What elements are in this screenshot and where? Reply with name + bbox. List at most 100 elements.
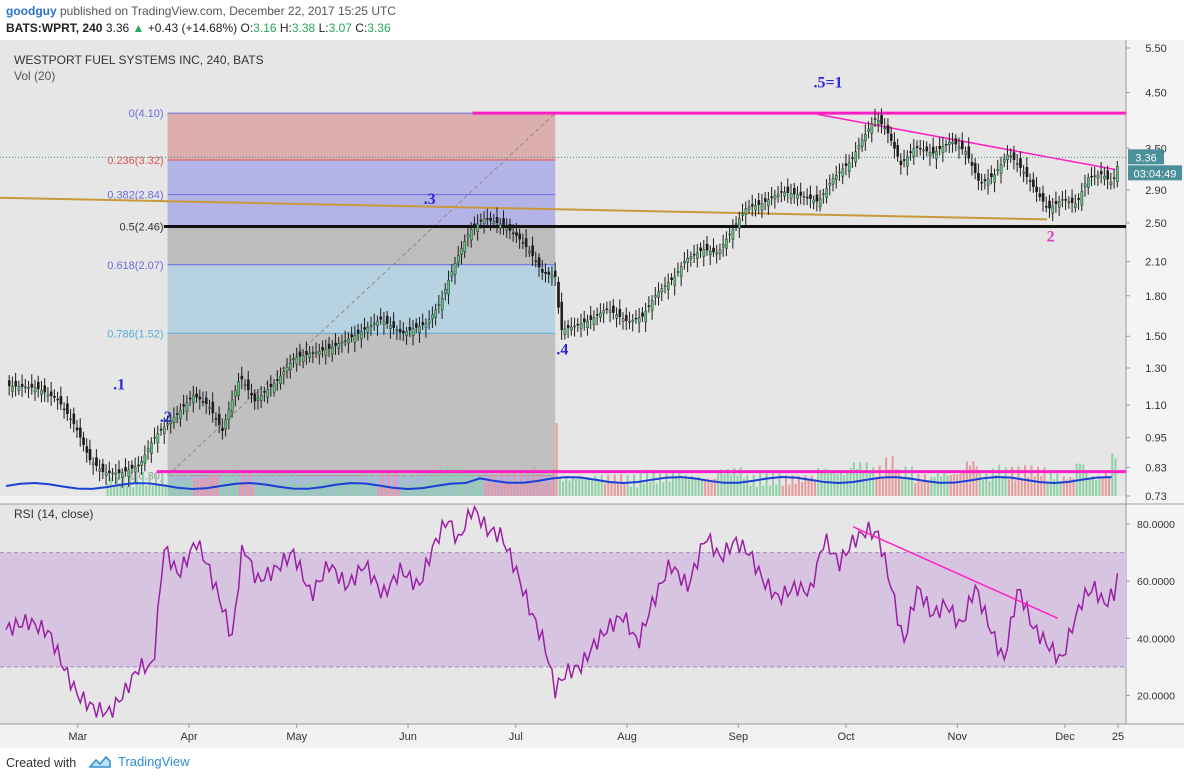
volume-bar (187, 475, 190, 496)
candle-body (537, 257, 541, 268)
fib-label: 0(4.10) (129, 108, 164, 120)
volume-average-line (5, 476, 1112, 490)
volume-bar (332, 478, 335, 496)
candle-body (192, 395, 195, 403)
time-tick-label: Oct (837, 731, 854, 743)
gold-trend-line (0, 196, 1048, 221)
candle-body (505, 227, 509, 231)
candle-body (175, 413, 179, 415)
candle-body (660, 288, 664, 293)
candle-body (931, 146, 935, 154)
candle-body (754, 205, 757, 211)
candle-body (854, 151, 858, 163)
candle-body (395, 329, 399, 332)
candle-body (427, 319, 431, 324)
candle-body (143, 454, 147, 464)
candle-body (108, 470, 111, 474)
candle-body (990, 173, 993, 178)
candle-body (793, 187, 796, 195)
volume-bar (397, 486, 400, 496)
candle-body (195, 393, 198, 398)
candle-body (111, 472, 114, 475)
candle-body (589, 315, 593, 320)
candle-body (683, 260, 686, 264)
volume-bar (788, 484, 791, 496)
volume-bar (571, 477, 574, 496)
volume-bar (390, 487, 393, 496)
volume-bar (587, 477, 590, 496)
volume-bar (1085, 472, 1088, 496)
candle-body (728, 233, 732, 236)
volume-bar (562, 481, 565, 496)
volume-bar (271, 487, 274, 496)
volume-bar (284, 483, 287, 496)
volume-bar (471, 477, 474, 496)
volume-bar (749, 485, 752, 496)
volume-bar (600, 474, 603, 496)
candle-body (460, 248, 463, 255)
volume-bar (1095, 480, 1098, 496)
candle-body (150, 442, 153, 454)
volume-bar (277, 484, 280, 496)
volume-bar (907, 477, 910, 496)
publisher-username[interactable]: goodguy (6, 4, 57, 18)
chart-canvas[interactable]: 0(4.10) 0.236(3.32) 0.382(2.84) 0.5(2.46) 0.… (0, 40, 1184, 748)
candle-body (705, 243, 709, 251)
candle-body (889, 133, 893, 141)
volume-bar (432, 471, 435, 496)
candle-body (605, 308, 609, 310)
candle-body (66, 403, 69, 415)
candle-body (20, 383, 24, 387)
volume-bar (678, 469, 681, 496)
volume-bar (881, 477, 884, 496)
fib-zone-0 (167, 113, 556, 160)
candle-body (163, 426, 166, 435)
volume-bar (646, 469, 649, 496)
volume-bar (132, 487, 135, 496)
candle-body (308, 353, 312, 358)
candle-body (285, 367, 289, 372)
candle-body (1064, 199, 1068, 201)
volume-bar (439, 468, 442, 496)
candle-body (679, 266, 683, 277)
candle-body (1048, 200, 1051, 209)
candle-body (570, 326, 573, 331)
volume-bar (1088, 479, 1091, 496)
candle-body (279, 375, 282, 384)
candle-body (608, 310, 612, 313)
volume-bar (956, 474, 959, 496)
candle-body (133, 466, 137, 473)
candle-body (576, 323, 580, 326)
open-value: 3.16 (253, 21, 277, 35)
time-tick-label: Jun (399, 731, 417, 743)
candle-body (463, 241, 467, 252)
volume-bar (352, 481, 355, 496)
candle-body (224, 419, 228, 430)
candle-body (140, 461, 144, 466)
candle-body (14, 380, 18, 387)
volume-bar (694, 478, 697, 496)
volume-bar (791, 475, 794, 496)
candle-body (980, 181, 984, 184)
candle-body (553, 270, 557, 277)
volume-bar (820, 470, 823, 496)
volume-bar (251, 485, 254, 496)
tradingview-link[interactable]: TradingView (88, 754, 190, 769)
volume-bar (129, 475, 132, 496)
candle-body (24, 386, 27, 389)
price-tick-label: 0.83 (1145, 463, 1166, 475)
candle-body (62, 408, 66, 411)
candle-body (237, 381, 240, 396)
volume-bar (368, 474, 371, 496)
tradingview-logo-icon (88, 755, 111, 768)
candle-body (243, 384, 247, 386)
volume-bar (1033, 476, 1036, 496)
volume-bar (416, 484, 419, 496)
candle-body (654, 295, 657, 298)
volume-bar (348, 476, 351, 496)
candle-body (75, 427, 79, 431)
rsi-band (0, 552, 1126, 667)
candle-body (511, 232, 515, 234)
candle-body (431, 314, 434, 319)
candle-body (447, 280, 450, 295)
